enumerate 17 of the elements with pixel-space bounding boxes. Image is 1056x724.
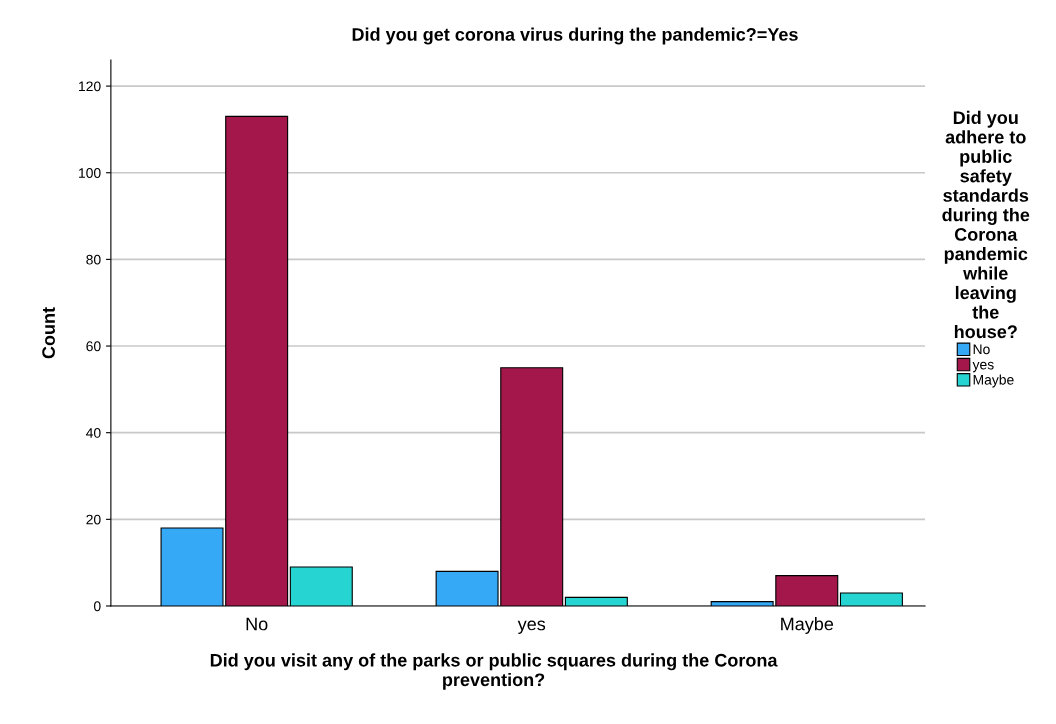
legend-label: No [973,344,990,355]
y-tick-label: 0 [93,601,101,612]
y-tick-label: 60 [86,341,101,352]
y-tick-label: 20 [86,514,101,525]
legend-label: Maybe [973,374,1014,388]
x-axis-title: Did you visit any of the parks or public squares during the Corona prevention? [210,653,778,690]
legend-label: yes [972,361,994,373]
text: Did you adhere to public safety standards during the Corona pandemic while leaving the house? [942,110,1030,339]
y-tick-label: 40 [86,428,101,438]
x-tick-label: Maybe [781,617,834,634]
y-tick-label: 100 [79,168,101,178]
y-axis-title: Count [42,307,55,359]
chart-title: Did you get corona virus during the pandemic?=Yes [352,27,798,45]
x-tick-label: No [246,617,268,631]
x-tick-label: yes [517,620,546,634]
y-tick-label: 120 [79,81,101,92]
y-tick-label: 80 [86,254,101,265]
